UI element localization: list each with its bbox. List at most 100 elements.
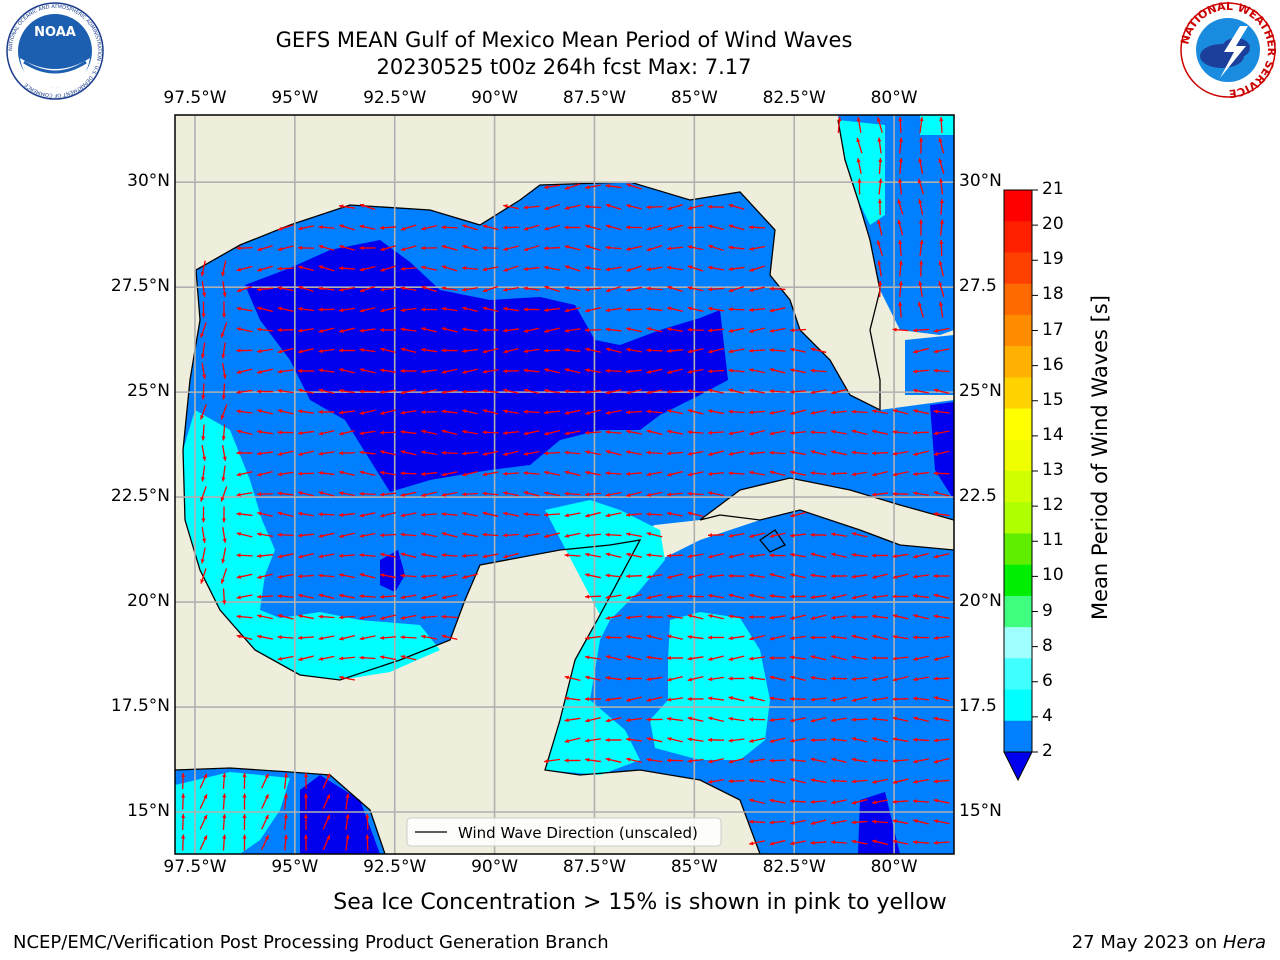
colorbar-segment bbox=[1004, 408, 1032, 441]
wind-wave-arrow bbox=[851, 717, 868, 722]
wind-wave-arrow bbox=[564, 532, 581, 538]
wind-wave-arrow bbox=[523, 245, 540, 252]
wind-wave-arrow bbox=[933, 819, 950, 825]
wind-wave-arrow bbox=[221, 465, 226, 482]
wind-wave-arrow bbox=[851, 614, 868, 620]
wind-wave-arrow bbox=[380, 347, 396, 353]
colorbar-segment bbox=[1004, 346, 1032, 378]
wind-wave-arrow bbox=[257, 470, 273, 477]
wind-wave-arrow bbox=[222, 793, 227, 810]
wind-wave-arrow bbox=[543, 451, 561, 456]
wind-wave-arrow bbox=[379, 287, 397, 292]
wind-wave-arrow bbox=[564, 717, 581, 723]
wind-wave-arrow bbox=[220, 404, 228, 420]
wind-wave-arrow bbox=[584, 492, 602, 497]
wind-wave-arrow bbox=[339, 470, 355, 476]
wind-wave-arrow bbox=[420, 574, 438, 579]
wind-wave-arrow bbox=[933, 430, 950, 436]
wind-wave-arrow bbox=[318, 491, 335, 497]
wind-wave-arrow bbox=[749, 245, 765, 251]
wind-wave-arrow bbox=[400, 410, 417, 415]
wind-wave-arrow bbox=[912, 696, 930, 701]
wind-wave-arrow bbox=[769, 615, 786, 620]
wind-wave-arrow bbox=[318, 348, 335, 354]
wind-wave-arrow bbox=[646, 306, 663, 312]
wind-wave-arrow bbox=[933, 573, 950, 579]
wind-wave-arrow bbox=[687, 225, 704, 230]
wind-wave-arrow bbox=[400, 224, 417, 231]
wind-wave-arrow bbox=[830, 410, 848, 415]
lon-tick-label: 90°W bbox=[471, 88, 519, 108]
wind-wave-arrow bbox=[933, 635, 950, 641]
wind-wave-arrow bbox=[199, 834, 208, 851]
wind-wave-arrow bbox=[523, 368, 540, 373]
wind-wave-arrow bbox=[421, 285, 437, 293]
wind-wave-arrow bbox=[318, 532, 335, 538]
wind-wave-arrow bbox=[380, 307, 396, 313]
wind-wave-arrow bbox=[913, 819, 929, 825]
wind-wave-arrow bbox=[236, 265, 253, 272]
wind-wave-arrow bbox=[790, 737, 806, 743]
wind-wave-arrow bbox=[277, 306, 294, 312]
wind-wave-arrow bbox=[830, 471, 848, 476]
wind-wave-arrow bbox=[544, 285, 560, 293]
wind-wave-arrow bbox=[919, 137, 924, 154]
wind-wave-arrow bbox=[339, 532, 355, 538]
wind-wave-arrow bbox=[625, 512, 643, 517]
wind-wave-arrow bbox=[318, 451, 335, 456]
wind-wave-arrow bbox=[605, 224, 622, 231]
wind-wave-arrow bbox=[917, 301, 924, 318]
wind-wave-arrow bbox=[298, 491, 314, 497]
lon-tick-label: 90°W bbox=[471, 857, 519, 877]
wind-wave-arrow bbox=[708, 244, 724, 252]
wind-wave-arrow bbox=[441, 573, 458, 579]
wind-wave-arrow bbox=[482, 511, 499, 518]
wind-wave-arrow bbox=[749, 840, 765, 846]
wind-wave-arrow bbox=[256, 389, 274, 394]
wind-wave-arrow bbox=[810, 675, 827, 681]
bahamas-water-region bbox=[905, 335, 954, 395]
wind-wave-arrow bbox=[318, 512, 335, 517]
wind-wave-arrow bbox=[938, 301, 944, 318]
wind-wave-arrow bbox=[222, 526, 227, 544]
wind-wave-arrow bbox=[789, 430, 807, 435]
wind-wave-arrow bbox=[687, 634, 704, 640]
wind-wave-arrow bbox=[789, 799, 807, 804]
wind-wave-arrow bbox=[810, 552, 827, 559]
wind-wave-arrow bbox=[298, 552, 314, 559]
wind-wave-arrow bbox=[201, 424, 206, 441]
wind-wave-arrow bbox=[831, 819, 847, 825]
wind-wave-arrow bbox=[421, 450, 437, 456]
wind-wave-arrow bbox=[482, 409, 499, 415]
wind-wave-arrow bbox=[421, 224, 437, 231]
wind-wave-arrow bbox=[421, 265, 437, 271]
wind-wave-arrow bbox=[892, 614, 909, 620]
wind-wave-arrow bbox=[912, 635, 930, 640]
wind-wave-arrow bbox=[318, 409, 335, 415]
wind-wave-arrow bbox=[687, 306, 704, 313]
wind-wave-arrow bbox=[503, 409, 519, 415]
wind-wave-arrow bbox=[502, 306, 520, 312]
wind-wave-arrow bbox=[851, 737, 868, 743]
colorbar-tick-label: 17 bbox=[1042, 319, 1064, 340]
wind-wave-arrow bbox=[564, 409, 581, 415]
wind-wave-arrow bbox=[605, 491, 622, 497]
wind-wave-arrow bbox=[584, 265, 602, 271]
wind-wave-arrow bbox=[856, 158, 862, 174]
wind-wave-arrow bbox=[201, 383, 206, 400]
wind-wave-arrow bbox=[626, 552, 642, 558]
wind-wave-arrow bbox=[236, 511, 253, 517]
wind-wave-arrow bbox=[400, 573, 417, 578]
wind-wave-arrow bbox=[200, 486, 207, 502]
wind-wave-arrow bbox=[462, 368, 478, 374]
wind-wave-arrow bbox=[877, 260, 882, 277]
wind-wave-arrow bbox=[728, 224, 745, 231]
wind-wave-arrow bbox=[605, 717, 622, 723]
wind-wave-arrow bbox=[564, 368, 581, 374]
wind-wave-arrow bbox=[420, 369, 438, 374]
wind-wave-arrow bbox=[277, 573, 294, 579]
wind-wave-arrow bbox=[707, 676, 725, 682]
wind-wave-arrow bbox=[585, 244, 601, 251]
colorbar-segment bbox=[1004, 720, 1032, 753]
wind-wave-arrow bbox=[892, 839, 909, 845]
